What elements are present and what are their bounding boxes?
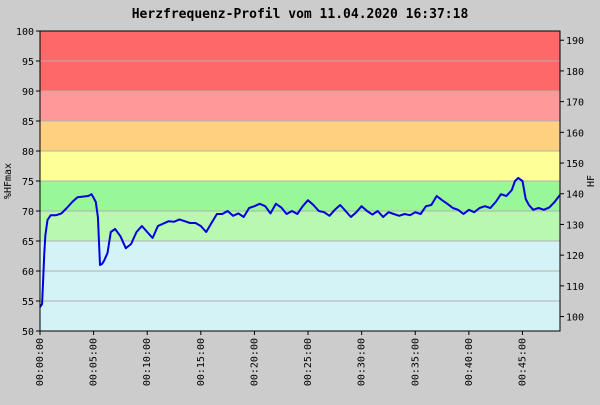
y-left-tick-label-4: 70	[22, 207, 34, 218]
heart-rate-zones	[40, 31, 560, 331]
y-right-tick-label-7: 170	[566, 98, 584, 109]
y-left-tick-label-9: 95	[22, 57, 34, 68]
y-left-tick-label-6: 80	[22, 147, 34, 158]
zone-band-3	[40, 151, 560, 181]
y-right-tick-label-3: 130	[566, 220, 584, 231]
y-right-tick-label-9: 190	[566, 36, 584, 47]
y-left-tick-label-5: 75	[22, 177, 34, 188]
y-left-tick-label-10: 100	[16, 27, 34, 38]
zone-band-2	[40, 181, 560, 211]
zone-band-1	[40, 211, 560, 241]
x-tick-label-6: 00:30:00	[357, 338, 368, 386]
x-tick-label-9: 00:45:00	[517, 338, 528, 386]
x-tick-label-8: 00:40:00	[464, 338, 475, 386]
x-tick-label-4: 00:20:00	[249, 338, 260, 386]
y-right-tick-label-8: 180	[566, 67, 584, 78]
zone-band-5	[40, 91, 560, 121]
y-left-tick-label-0: 50	[22, 327, 34, 338]
series-group	[39, 177, 561, 308]
y-axis-right: 100 110 120 130 140 150 160 170 180 190	[560, 36, 584, 324]
y-right-tick-label-5: 150	[566, 159, 584, 170]
x-tick-label-3: 00:15:00	[196, 338, 207, 386]
x-axis: 00:00:00 00:05:00 00:10:00 00:15:00 00:20:00…	[35, 331, 528, 386]
y-axis-right-title: HF	[586, 175, 597, 187]
x-tick-label-0: 00:00:00	[35, 338, 46, 386]
y-left-tick-label-8: 90	[22, 87, 34, 98]
chart-title: Herzfrequenz-Profil vom 11.04.2020 16:37…	[132, 7, 469, 22]
x-tick-label-5: 00:25:00	[303, 338, 314, 386]
y-right-tick-label-1: 110	[566, 282, 584, 293]
y-right-tick-label-6: 160	[566, 128, 584, 139]
y-right-tick-label-0: 100	[566, 313, 584, 324]
zone-band-4	[40, 121, 560, 151]
y-left-tick-label-1: 55	[22, 297, 34, 308]
y-left-tick-label-2: 60	[22, 267, 34, 278]
y-right-tick-label-2: 120	[566, 251, 584, 262]
y-left-tick-label-3: 65	[22, 237, 34, 248]
y-axis-left: 50 55 60 65 70 75 80 85 90 95 100	[16, 27, 40, 338]
x-tick-label-7: 00:35:00	[410, 338, 421, 386]
x-tick-label-2: 00:10:00	[142, 338, 153, 386]
zone-band-0	[40, 241, 560, 331]
y-left-tick-label-7: 85	[22, 117, 34, 128]
series-line-0	[39, 177, 561, 308]
y-axis-left-title: %HFmax	[3, 163, 14, 199]
x-tick-label-1: 00:05:00	[89, 338, 100, 386]
y-right-tick-label-4: 140	[566, 190, 584, 201]
